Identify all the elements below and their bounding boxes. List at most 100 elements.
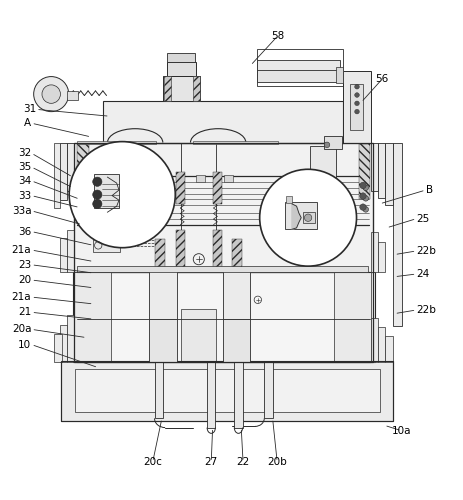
- Bar: [370, 318, 377, 362]
- Bar: [370, 142, 377, 191]
- Bar: [384, 336, 393, 361]
- Bar: [257, 60, 340, 71]
- Bar: [232, 240, 242, 272]
- Circle shape: [259, 170, 356, 266]
- Text: 27: 27: [204, 457, 218, 467]
- Bar: [286, 196, 291, 203]
- Bar: [234, 362, 242, 428]
- Text: 21a: 21a: [12, 245, 31, 255]
- Bar: [257, 50, 342, 86]
- Bar: [60, 142, 67, 200]
- Circle shape: [354, 110, 358, 114]
- Text: 22: 22: [236, 457, 249, 467]
- Bar: [212, 172, 221, 204]
- Bar: [195, 175, 205, 182]
- Bar: [358, 144, 369, 200]
- Bar: [349, 84, 363, 130]
- Text: 20c: 20c: [143, 457, 162, 467]
- Bar: [232, 281, 242, 306]
- Bar: [181, 308, 215, 362]
- Bar: [77, 140, 156, 144]
- Bar: [175, 172, 185, 204]
- Bar: [334, 272, 370, 362]
- Text: 58: 58: [271, 30, 284, 40]
- Text: 21: 21: [18, 308, 31, 318]
- Bar: [223, 175, 232, 182]
- Bar: [377, 142, 384, 198]
- Bar: [67, 316, 74, 362]
- Bar: [166, 62, 196, 76]
- Circle shape: [359, 193, 365, 200]
- Text: 24: 24: [416, 269, 429, 279]
- Bar: [139, 175, 149, 182]
- Circle shape: [354, 101, 358, 105]
- Bar: [60, 238, 67, 272]
- Bar: [370, 232, 377, 272]
- Text: 25: 25: [416, 214, 429, 224]
- Bar: [154, 362, 163, 418]
- Bar: [384, 142, 393, 205]
- Circle shape: [91, 185, 96, 190]
- Circle shape: [354, 92, 358, 98]
- Text: 20a: 20a: [12, 324, 31, 334]
- Text: 34: 34: [18, 176, 31, 186]
- Circle shape: [362, 196, 368, 201]
- Bar: [67, 91, 78, 100]
- Bar: [193, 140, 277, 144]
- Circle shape: [362, 185, 368, 190]
- Bar: [74, 272, 111, 362]
- Bar: [163, 76, 170, 101]
- Circle shape: [91, 196, 96, 201]
- Bar: [310, 146, 335, 181]
- Circle shape: [80, 182, 87, 188]
- Circle shape: [304, 214, 311, 222]
- Circle shape: [93, 177, 102, 186]
- Text: 10: 10: [18, 340, 31, 349]
- Bar: [155, 281, 165, 306]
- Bar: [155, 240, 165, 272]
- Bar: [60, 324, 67, 362]
- Bar: [264, 362, 272, 418]
- Bar: [175, 230, 185, 272]
- Circle shape: [93, 200, 102, 208]
- Bar: [74, 142, 372, 362]
- Bar: [377, 327, 384, 362]
- Bar: [61, 360, 393, 420]
- Text: 21a: 21a: [12, 292, 31, 302]
- Bar: [222, 319, 250, 362]
- Circle shape: [42, 85, 60, 103]
- Circle shape: [359, 204, 365, 210]
- Bar: [324, 136, 341, 148]
- Circle shape: [354, 84, 358, 89]
- Circle shape: [34, 76, 69, 112]
- Circle shape: [359, 182, 365, 188]
- Bar: [257, 70, 340, 82]
- Bar: [393, 142, 401, 326]
- Bar: [67, 142, 74, 191]
- Bar: [167, 52, 194, 62]
- Bar: [93, 232, 120, 252]
- Circle shape: [91, 206, 96, 212]
- Bar: [163, 76, 199, 101]
- Bar: [53, 334, 62, 361]
- Bar: [73, 272, 374, 362]
- Circle shape: [324, 142, 329, 148]
- Text: 22b: 22b: [416, 246, 435, 256]
- Bar: [284, 202, 317, 229]
- Bar: [206, 362, 215, 428]
- Bar: [67, 230, 74, 272]
- Polygon shape: [291, 204, 300, 229]
- Circle shape: [362, 206, 368, 212]
- Circle shape: [80, 204, 87, 210]
- Text: 10a: 10a: [391, 426, 411, 436]
- Bar: [112, 175, 121, 182]
- Bar: [212, 230, 221, 272]
- Bar: [336, 67, 343, 83]
- Bar: [149, 271, 176, 319]
- Text: B: B: [425, 185, 432, 195]
- Text: 32: 32: [18, 148, 31, 158]
- Bar: [77, 144, 89, 200]
- Bar: [74, 142, 372, 272]
- Bar: [61, 360, 393, 420]
- Text: 33: 33: [18, 190, 31, 200]
